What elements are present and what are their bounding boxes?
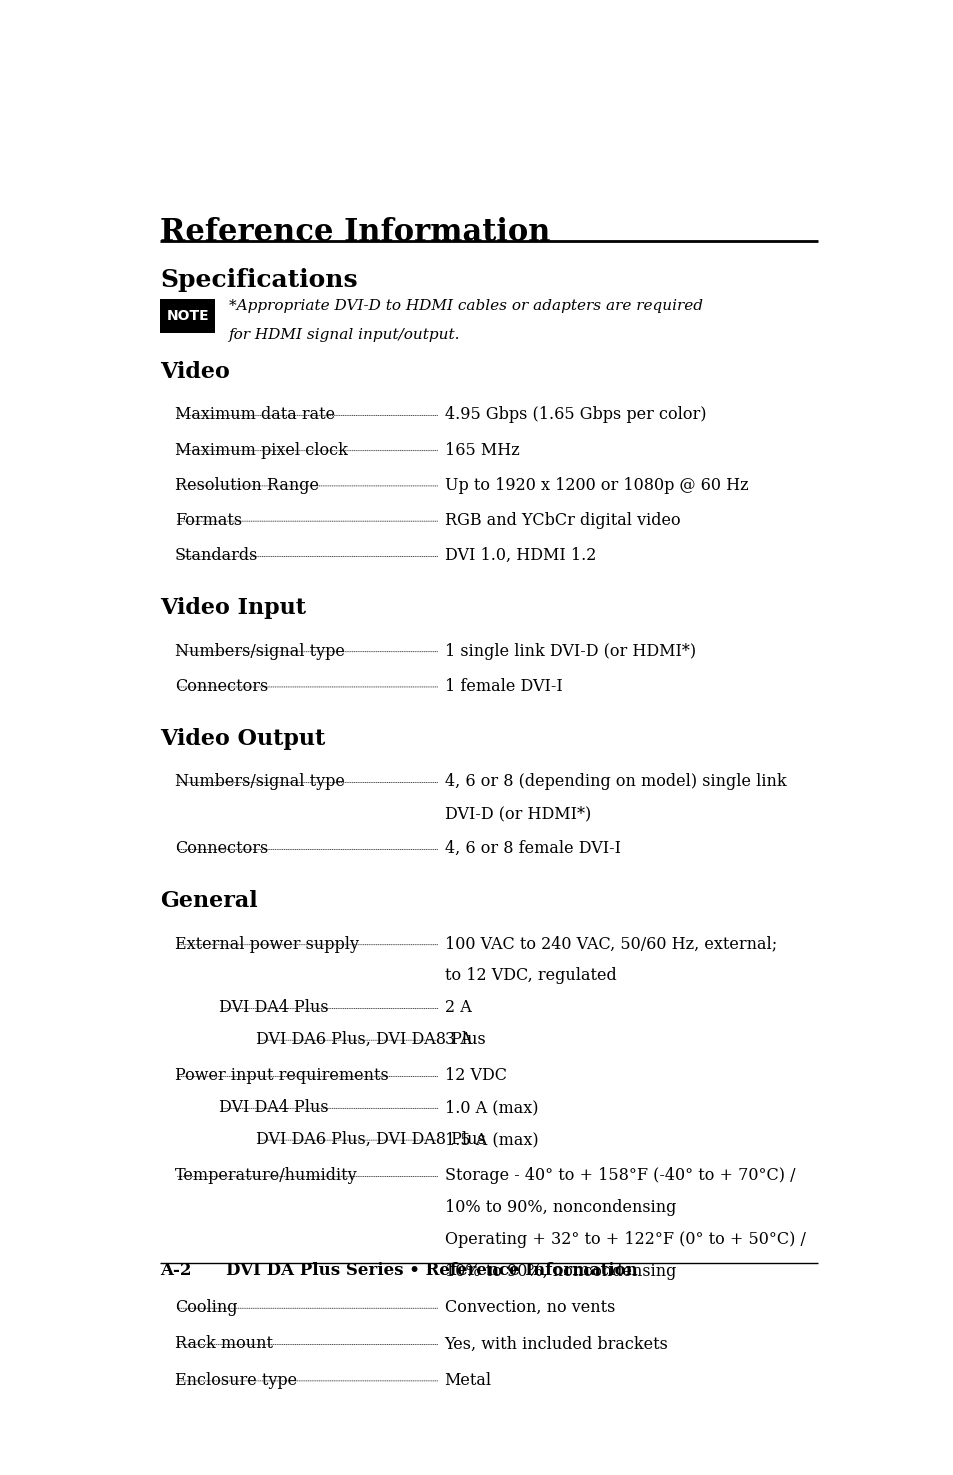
Text: 4, 6 or 8 (depending on model) single link: 4, 6 or 8 (depending on model) single li… [444, 773, 785, 791]
Text: 1.0 A (max): 1.0 A (max) [444, 1099, 537, 1117]
Text: Maximum pixel clock: Maximum pixel clock [174, 441, 347, 459]
Text: DVI DA6 Plus, DVI DA8 Plus: DVI DA6 Plus, DVI DA8 Plus [255, 1031, 485, 1049]
Text: Cooling: Cooling [174, 1299, 237, 1316]
Text: Maximum data rate: Maximum data rate [174, 407, 335, 423]
Text: Up to 1920 x 1200 or 1080p @ 60 Hz: Up to 1920 x 1200 or 1080p @ 60 Hz [444, 476, 747, 494]
Text: 1.5 A (max): 1.5 A (max) [444, 1131, 537, 1148]
Text: 2 A: 2 A [444, 999, 471, 1016]
Text: 165 MHz: 165 MHz [444, 441, 518, 459]
Text: A-2: A-2 [160, 1261, 192, 1279]
Text: Metal: Metal [444, 1372, 491, 1389]
Text: Enclosure type: Enclosure type [174, 1372, 296, 1389]
Text: NOTE: NOTE [166, 308, 209, 323]
Text: RGB and YCbCr digital video: RGB and YCbCr digital video [444, 512, 679, 530]
Text: Specifications: Specifications [160, 268, 357, 292]
Text: *Appropriate DVI-D to HDMI cables or adapters are required: *Appropriate DVI-D to HDMI cables or ada… [229, 298, 702, 313]
Text: DVI DA Plus Series • Reference Information: DVI DA Plus Series • Reference Informati… [226, 1261, 638, 1279]
Text: Reference Information: Reference Information [160, 217, 550, 248]
Text: Connectors: Connectors [174, 841, 268, 857]
Text: 1 single link DVI-D (or HDMI*): 1 single link DVI-D (or HDMI*) [444, 643, 695, 659]
Text: External power supply: External power supply [174, 935, 358, 953]
Text: 12 VDC: 12 VDC [444, 1068, 506, 1084]
Text: General: General [160, 891, 257, 912]
Text: DVI-D (or HDMI*): DVI-D (or HDMI*) [444, 805, 590, 822]
Text: Numbers/signal type: Numbers/signal type [174, 773, 344, 791]
Text: Convection, no vents: Convection, no vents [444, 1299, 615, 1316]
Text: Video Output: Video Output [160, 727, 325, 749]
Text: Standards: Standards [174, 547, 258, 565]
Text: Operating + 32° to + 122°F (0° to + 50°C) /: Operating + 32° to + 122°F (0° to + 50°C… [444, 1232, 804, 1248]
Text: Connectors: Connectors [174, 678, 268, 695]
Text: 10% to 90%, noncondensing: 10% to 90%, noncondensing [444, 1199, 676, 1217]
Text: for HDMI signal input/output.: for HDMI signal input/output. [229, 327, 459, 342]
Text: DVI DA4 Plus: DVI DA4 Plus [219, 1099, 329, 1117]
Text: 10% to 90%, noncondensing: 10% to 90%, noncondensing [444, 1263, 676, 1280]
Text: Yes, with included brackets: Yes, with included brackets [444, 1335, 668, 1353]
Text: Numbers/signal type: Numbers/signal type [174, 643, 344, 659]
Text: Temperature/humidity: Temperature/humidity [174, 1167, 357, 1184]
FancyBboxPatch shape [160, 298, 215, 332]
Text: Resolution Range: Resolution Range [174, 476, 318, 494]
Text: Video Input: Video Input [160, 597, 306, 619]
Text: Video: Video [160, 361, 230, 384]
Text: Formats: Formats [174, 512, 241, 530]
Text: Rack mount: Rack mount [174, 1335, 273, 1353]
Text: Power input requirements: Power input requirements [174, 1068, 388, 1084]
Text: 100 VAC to 240 VAC, 50/60 Hz, external;: 100 VAC to 240 VAC, 50/60 Hz, external; [444, 935, 776, 953]
Text: 1 female DVI-I: 1 female DVI-I [444, 678, 561, 695]
Text: DVI DA6 Plus, DVI DA8 Plus: DVI DA6 Plus, DVI DA8 Plus [255, 1131, 485, 1148]
Text: 3 A: 3 A [444, 1031, 471, 1049]
Text: DVI DA4 Plus: DVI DA4 Plus [219, 999, 329, 1016]
Text: 4.95 Gbps (1.65 Gbps per color): 4.95 Gbps (1.65 Gbps per color) [444, 407, 705, 423]
Text: Storage - 40° to + 158°F (-40° to + 70°C) /: Storage - 40° to + 158°F (-40° to + 70°C… [444, 1167, 794, 1184]
Text: to 12 VDC, regulated: to 12 VDC, regulated [444, 968, 616, 984]
Text: DVI 1.0, HDMI 1.2: DVI 1.0, HDMI 1.2 [444, 547, 596, 565]
Text: 4, 6 or 8 female DVI-I: 4, 6 or 8 female DVI-I [444, 841, 619, 857]
